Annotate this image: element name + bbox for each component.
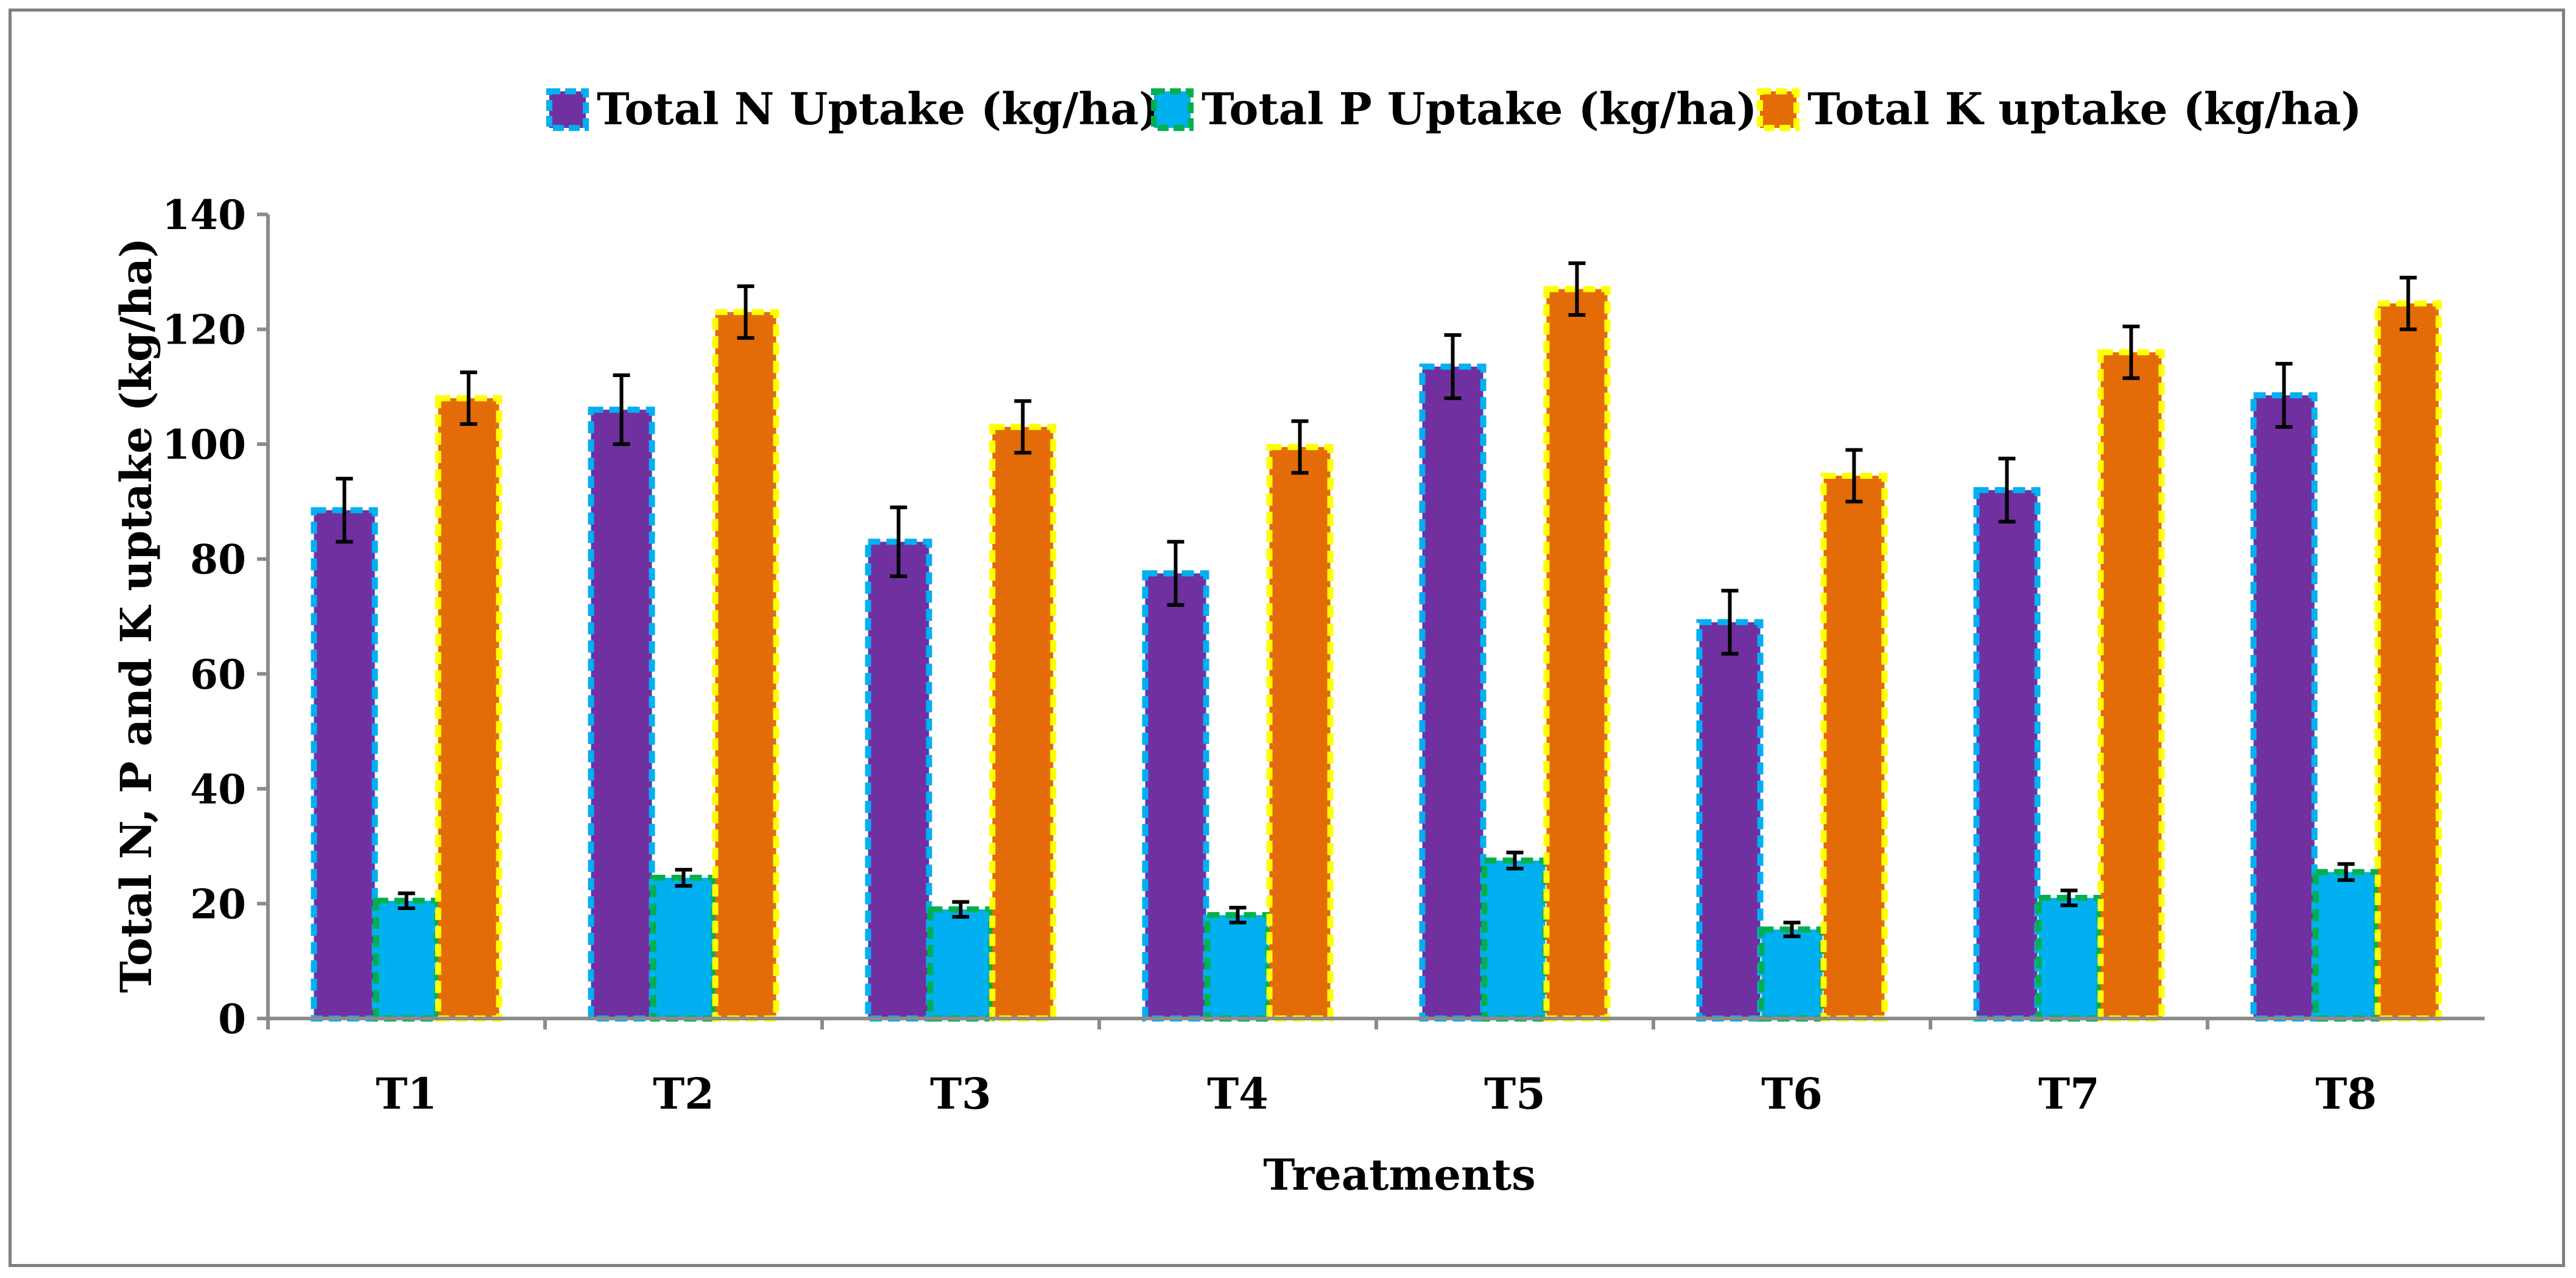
- legend-swatch: [1757, 88, 1800, 131]
- bar: [2374, 300, 2442, 1022]
- bar: [865, 538, 932, 1022]
- x-axis: T1 T2 T3 T4 T5 T6 T7 T8: [266, 1017, 2485, 1119]
- bar: [1696, 619, 1764, 1022]
- bar: [650, 875, 717, 1022]
- x-tick-label: T3: [930, 1068, 991, 1119]
- error-bars: [336, 261, 2417, 939]
- y-axis: 0 20 40 60 80 100 120 140: [162, 191, 270, 1043]
- x-tick-label: T4: [1207, 1068, 1269, 1119]
- bar: [1204, 912, 1272, 1022]
- bar: [1142, 570, 1209, 1022]
- y-tick-label: 0: [218, 995, 246, 1043]
- bar: [1419, 363, 1487, 1022]
- legend-label: Total N Uptake (kg/ha): [597, 83, 1160, 135]
- x-axis-title: Treatments: [1263, 1149, 1535, 1200]
- bar: [435, 395, 502, 1022]
- bar: [2312, 869, 2380, 1022]
- bar: [1973, 487, 2041, 1022]
- y-tick-label: 60: [190, 651, 246, 698]
- x-tick-label: T8: [2315, 1068, 2377, 1119]
- y-tick-label: 40: [190, 766, 246, 813]
- bar: [373, 897, 440, 1022]
- bar: [1820, 473, 1888, 1022]
- y-tick-label: 20: [190, 880, 246, 928]
- bar: [712, 309, 779, 1022]
- y-tick-label: 80: [190, 536, 246, 584]
- bar: [311, 507, 378, 1022]
- x-tick-label: T7: [2038, 1068, 2100, 1119]
- y-tick-label: 140: [162, 191, 246, 239]
- bar: [989, 423, 1057, 1022]
- y-tick-label: 100: [162, 421, 246, 468]
- x-tick-label: T5: [1484, 1068, 1546, 1119]
- legend-label: Total P Uptake (kg/ha): [1202, 83, 1757, 135]
- bar: [2097, 349, 2165, 1022]
- bar: [1758, 926, 1826, 1022]
- bar: [2035, 895, 2103, 1022]
- bar: [927, 906, 994, 1022]
- bar: [1266, 443, 1334, 1022]
- x-tick-label: T1: [376, 1068, 437, 1119]
- legend-swatch: [1151, 88, 1194, 131]
- legend-swatch: [546, 88, 589, 131]
- bar: [1481, 857, 1549, 1022]
- bar: [2250, 392, 2318, 1022]
- x-tick-label: T6: [1761, 1068, 1823, 1119]
- bar: [1543, 286, 1611, 1022]
- y-tick-label: 120: [162, 306, 246, 354]
- bars: [311, 286, 2442, 1022]
- legend-label: Total K uptake (kg/ha): [1807, 83, 2362, 135]
- x-tick-label: T2: [653, 1068, 714, 1119]
- legend: Total N Uptake (kg/ha) Total P Uptake (kg…: [546, 83, 2362, 135]
- bar: [588, 406, 655, 1022]
- y-axis-title: Total N, P and K uptake (kg/ha): [111, 238, 161, 993]
